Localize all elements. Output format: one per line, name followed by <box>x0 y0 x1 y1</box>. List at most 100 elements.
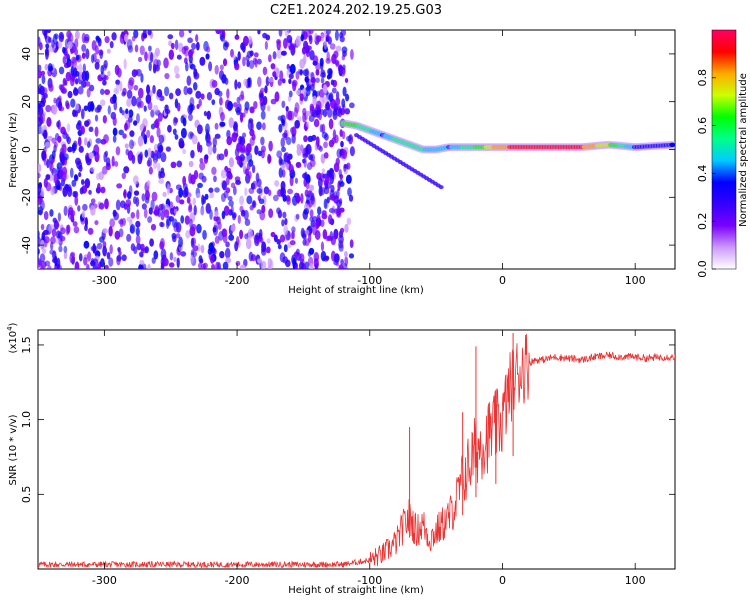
noise-point <box>234 79 238 90</box>
noise-point <box>188 173 193 184</box>
noise-point <box>339 178 343 185</box>
noise-point <box>83 105 88 112</box>
noise-point <box>103 151 107 163</box>
noise-point <box>219 64 224 71</box>
noise-point <box>99 88 105 95</box>
noise-point <box>78 172 82 178</box>
noise-point <box>261 122 266 131</box>
noise-point <box>342 64 346 70</box>
noise-point <box>315 220 320 230</box>
noise-point <box>125 108 129 115</box>
noise-point <box>333 231 338 240</box>
noise-point <box>276 48 283 59</box>
noise-point <box>287 188 294 195</box>
noise-point <box>191 134 198 145</box>
spectrogram-y-tick-label: -40 <box>20 236 33 254</box>
noise-point <box>77 205 81 212</box>
noise-point <box>113 88 118 94</box>
noise-point <box>71 179 77 187</box>
noise-point <box>38 172 41 179</box>
noise-point <box>92 258 99 267</box>
noise-point <box>249 204 254 211</box>
noise-point <box>158 134 165 144</box>
noise-point <box>144 190 150 201</box>
noise-point <box>193 204 197 216</box>
noise-point <box>156 126 161 138</box>
noise-point <box>225 187 231 194</box>
noise-point <box>191 223 197 231</box>
noise-point <box>82 203 88 211</box>
noise-point <box>302 233 307 240</box>
noise-point <box>265 34 271 41</box>
noise-point <box>123 190 127 198</box>
noise-point <box>246 162 251 171</box>
noise-point <box>131 154 136 165</box>
noise-point <box>248 251 254 262</box>
noise-point <box>113 211 120 221</box>
noise-point <box>272 194 279 202</box>
noise-point <box>38 88 42 95</box>
noise-point <box>208 242 214 252</box>
noise-point <box>224 247 231 259</box>
noise-point <box>309 263 314 269</box>
spectrogram-x-tick-label: 0 <box>499 274 506 287</box>
noise-point <box>285 137 292 145</box>
noise-point <box>43 211 49 221</box>
noise-point <box>322 109 328 118</box>
noise-point <box>124 33 129 43</box>
noise-point <box>227 173 233 180</box>
noise-point <box>278 123 283 133</box>
noise-point <box>190 254 194 264</box>
noise-point <box>224 77 229 85</box>
noise-point <box>324 255 330 261</box>
noise-point <box>303 157 307 168</box>
noise-point <box>241 132 247 138</box>
noise-point <box>343 163 347 172</box>
noise-point <box>147 101 153 111</box>
noise-point <box>88 189 92 195</box>
noise-point <box>74 195 79 206</box>
noise-point <box>186 75 192 86</box>
noise-point <box>245 143 252 154</box>
noise-point <box>106 48 111 54</box>
noise-point <box>227 195 233 201</box>
noise-point <box>234 241 239 252</box>
spectrogram-x-tick-label: -100 <box>357 274 382 287</box>
noise-point <box>49 209 54 217</box>
noise-point <box>294 263 299 269</box>
noise-point <box>231 132 238 143</box>
noise-point <box>127 45 134 53</box>
noise-point <box>121 254 127 262</box>
noise-point <box>282 194 287 202</box>
noise-point <box>126 98 132 107</box>
noise-point <box>112 127 118 136</box>
noise-point <box>139 45 145 56</box>
noise-point <box>108 225 113 237</box>
noise-point <box>334 208 338 214</box>
noise-point <box>173 256 177 263</box>
noise-point <box>320 219 325 227</box>
noise-point <box>188 30 192 34</box>
noise-point <box>135 234 141 245</box>
noise-point <box>162 191 167 197</box>
noise-point <box>228 117 235 128</box>
noise-point <box>172 128 177 136</box>
noise-point <box>38 248 40 255</box>
noise-point <box>129 223 136 234</box>
noise-point <box>140 247 145 254</box>
noise-point <box>176 257 180 269</box>
noise-point <box>269 259 274 269</box>
noise-point <box>96 242 103 250</box>
noise-point <box>153 209 160 216</box>
noise-point <box>287 95 292 102</box>
noise-point <box>189 102 194 114</box>
noise-point <box>95 37 101 43</box>
noise-point <box>256 209 262 215</box>
noise-point <box>192 245 199 252</box>
noise-point <box>234 34 240 40</box>
noise-point <box>335 97 341 106</box>
noise-point <box>176 102 181 112</box>
noise-point <box>309 184 315 192</box>
noise-point <box>275 38 282 45</box>
noise-point <box>164 86 170 97</box>
